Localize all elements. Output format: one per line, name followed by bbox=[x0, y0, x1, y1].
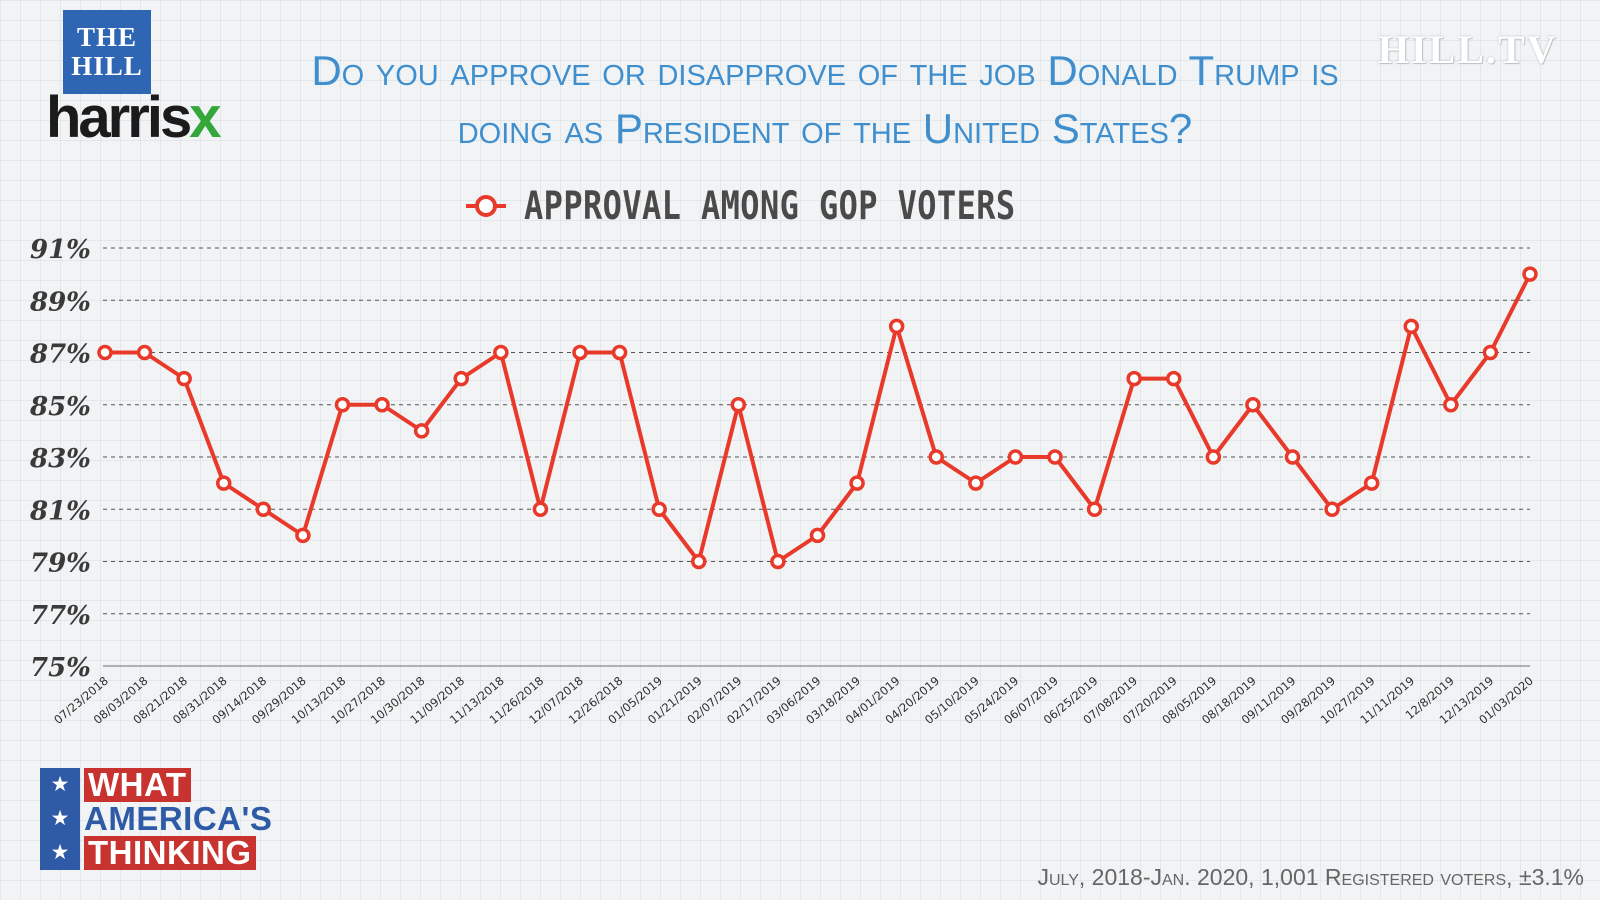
y-tick-label: 79% bbox=[30, 549, 91, 579]
the-hill-logo-line1: THE bbox=[76, 22, 138, 52]
data-point bbox=[849, 475, 865, 491]
harrisx-logo-main: harris bbox=[46, 85, 192, 150]
footnote: July, 2018-Jan. 2020, 1,001 Registered v… bbox=[1037, 864, 1584, 890]
data-point bbox=[97, 344, 113, 361]
data-point bbox=[1403, 318, 1419, 335]
legend-label: APPROVAL AMONG GOP VOTERS bbox=[524, 183, 1016, 229]
data-point bbox=[493, 344, 509, 361]
data-point bbox=[334, 397, 351, 413]
data-point bbox=[651, 501, 667, 517]
data-point bbox=[968, 475, 984, 491]
data-point bbox=[1324, 501, 1340, 517]
harrisx-logo-x: x bbox=[189, 85, 222, 150]
data-point bbox=[453, 370, 469, 387]
data-point bbox=[809, 527, 826, 544]
data-point bbox=[1284, 449, 1301, 465]
data-point bbox=[1245, 397, 1261, 413]
wat-line-thinking: THINKING bbox=[84, 836, 256, 870]
what-americas-thinking-logo: ★ ★ ★ WHAT AMERICA'S THINKING bbox=[40, 768, 280, 870]
data-point bbox=[216, 475, 232, 491]
star-icon: ★ bbox=[50, 807, 70, 830]
y-tick-label: 83% bbox=[29, 444, 91, 474]
y-tick-label: 89% bbox=[29, 287, 91, 317]
chart-title: Do you approve or disapprove of the job … bbox=[311, 47, 1339, 152]
wat-line-what: WHAT bbox=[84, 768, 191, 802]
data-point bbox=[295, 527, 311, 544]
data-point bbox=[1007, 449, 1024, 465]
y-tick-label: 91% bbox=[30, 235, 91, 265]
data-point bbox=[374, 397, 390, 413]
data-point bbox=[1086, 501, 1103, 517]
y-tick-label: 85% bbox=[29, 392, 91, 422]
data-point bbox=[691, 553, 707, 570]
data-point bbox=[928, 449, 944, 465]
the-hill-logo-line2: HILL bbox=[71, 51, 143, 81]
data-point bbox=[611, 344, 628, 361]
data-point bbox=[136, 344, 153, 361]
y-tick-label: 87% bbox=[29, 340, 91, 370]
hilltv-watermark: HILL.TV bbox=[1378, 27, 1558, 72]
data-point bbox=[770, 553, 786, 570]
data-point bbox=[413, 423, 430, 439]
stars-column: ★ ★ ★ bbox=[40, 768, 80, 870]
y-tick-label: 77% bbox=[30, 601, 91, 631]
data-point bbox=[1522, 266, 1538, 282]
wat-line-americas: AMERICA'S bbox=[84, 800, 273, 837]
y-tick-label: 75% bbox=[30, 653, 91, 683]
data-point bbox=[1363, 475, 1380, 491]
data-point bbox=[176, 370, 192, 387]
star-icon: ★ bbox=[50, 773, 70, 796]
data-point bbox=[1205, 449, 1222, 465]
data-point bbox=[1126, 370, 1142, 387]
y-tick-label: 81% bbox=[29, 496, 91, 526]
data-point bbox=[730, 397, 747, 413]
chart-legend: APPROVAL AMONG GOP VOTERS bbox=[466, 183, 1124, 229]
legend-circle-marker-icon bbox=[466, 195, 506, 217]
harrisx-logo: harrisx bbox=[46, 84, 221, 154]
series-line bbox=[105, 273, 1532, 564]
data-point bbox=[1443, 397, 1459, 413]
data-point bbox=[1047, 449, 1063, 465]
data-point bbox=[255, 501, 272, 517]
star-icon: ★ bbox=[50, 841, 70, 864]
data-point bbox=[888, 318, 905, 335]
data-point bbox=[1166, 370, 1182, 387]
the-hill-logo: THE HILL bbox=[63, 10, 151, 94]
data-point bbox=[532, 501, 549, 517]
data-point bbox=[1482, 344, 1499, 361]
data-point bbox=[572, 344, 588, 361]
